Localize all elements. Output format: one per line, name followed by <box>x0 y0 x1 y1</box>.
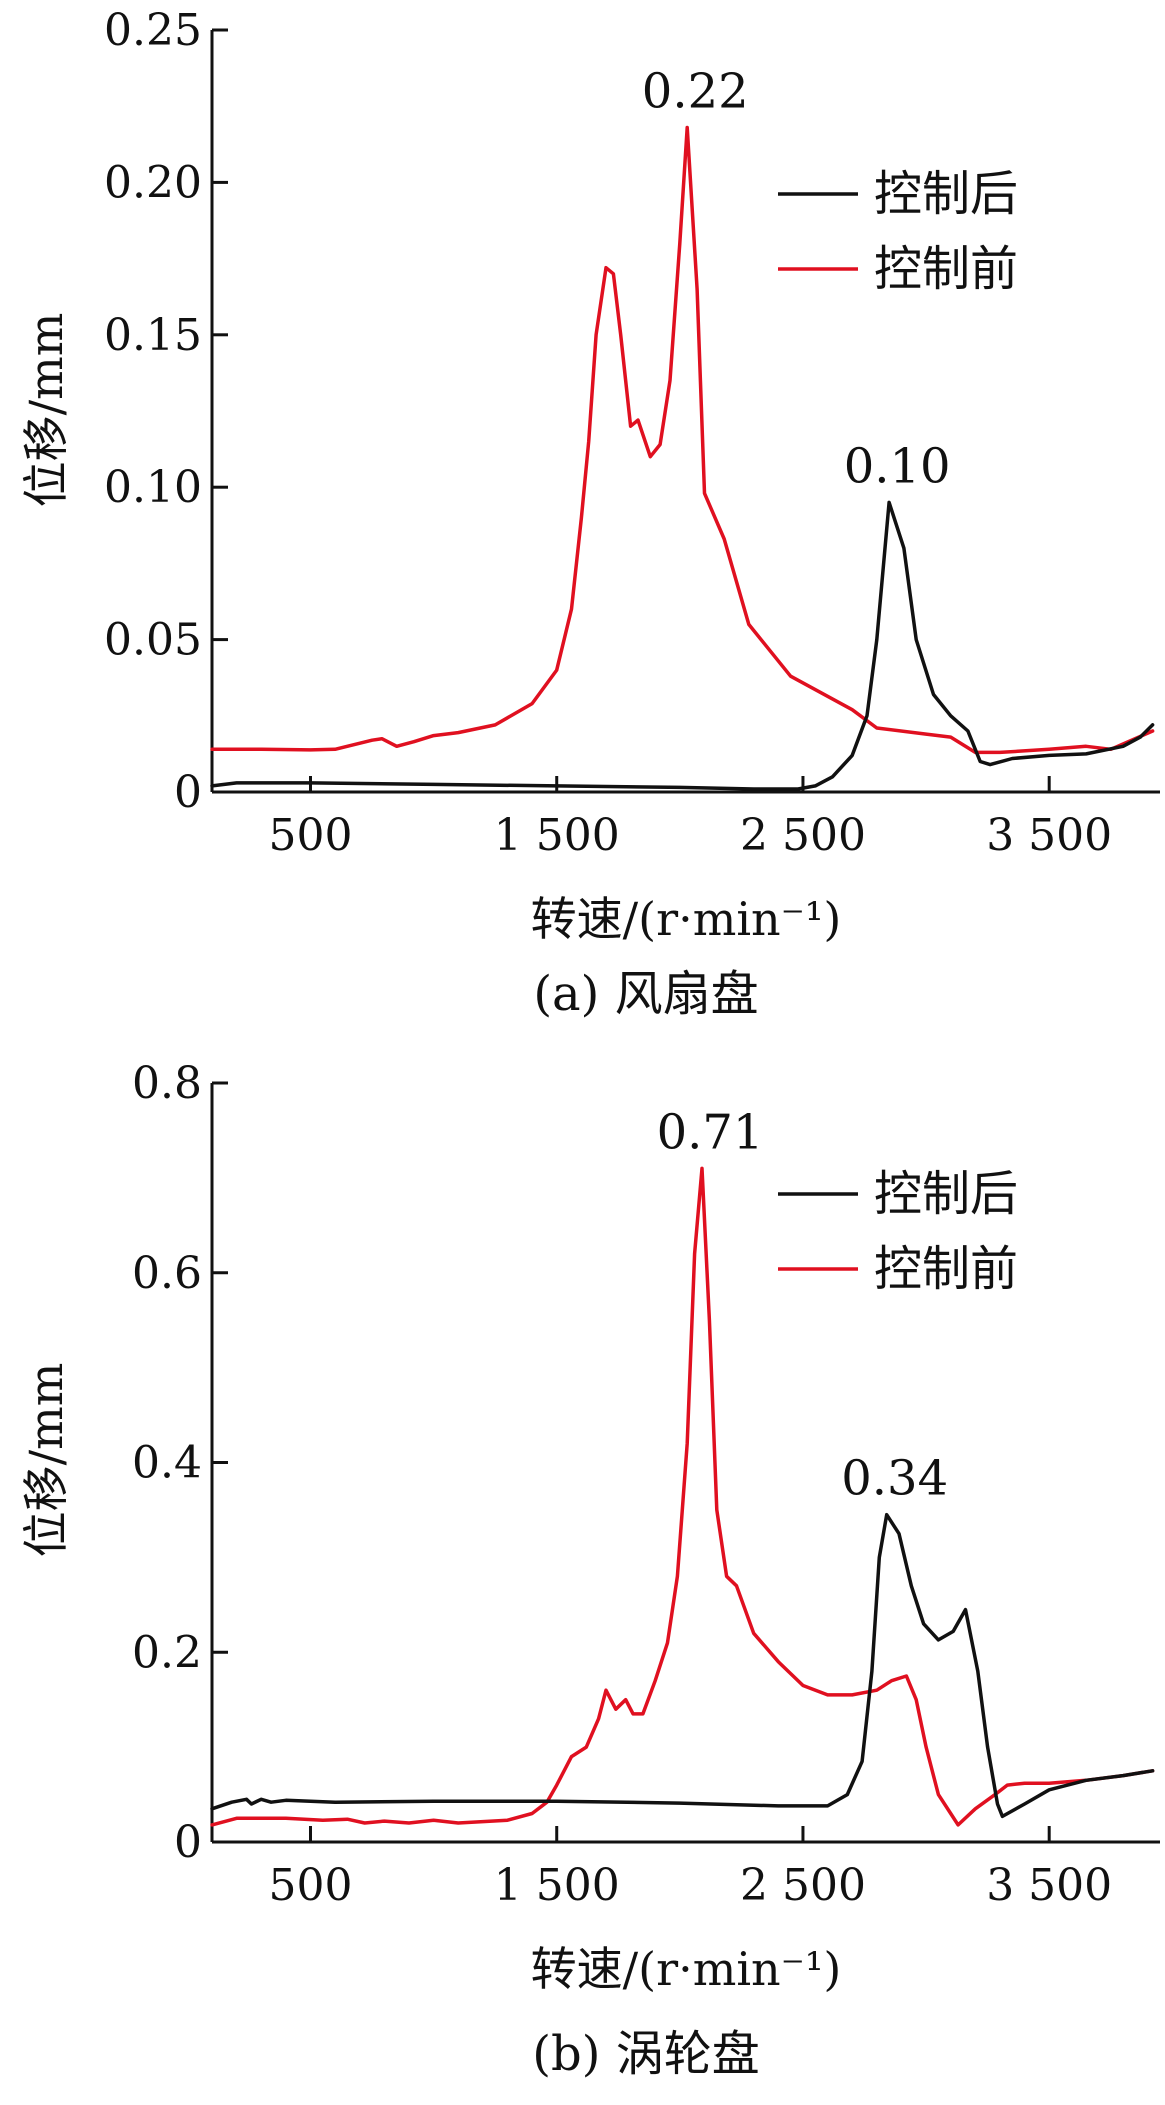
x-tick-label: 1 500 <box>494 810 620 861</box>
y-tick-label: 0.05 <box>104 615 202 666</box>
x-tick-label: 1 500 <box>494 1860 620 1911</box>
y-tick-label: 0.20 <box>104 157 202 208</box>
peak-annotation: 0.10 <box>844 438 951 494</box>
y-tick-label: 0.10 <box>104 462 202 513</box>
y-tick-label: 0 <box>174 1817 202 1868</box>
y-axis-title: 位移/mm <box>19 313 73 508</box>
x-tick-label: 500 <box>269 1860 353 1911</box>
y-tick-label: 0 <box>174 767 202 818</box>
y-tick-label: 0.2 <box>132 1627 202 1678</box>
y-tick-label: 0.8 <box>132 1058 202 1109</box>
x-tick-label: 2 500 <box>740 1860 866 1911</box>
series-line-before <box>210 1166 1155 1827</box>
x-tick-label: 2 500 <box>740 810 866 861</box>
peak-annotation: 0.22 <box>642 64 749 120</box>
series-line-after <box>210 500 1155 791</box>
x-axis-title: 转速/(r·min⁻¹) <box>531 892 842 946</box>
panel-caption: (a) 风扇盘 <box>533 966 758 1022</box>
y-tick-label: 0.15 <box>104 310 202 361</box>
peak-annotation: 0.71 <box>657 1104 764 1160</box>
y-tick-label: 0.4 <box>132 1438 202 1489</box>
legend-label-after: 控制后 <box>874 166 1018 222</box>
legend-label-before: 控制前 <box>874 1241 1018 1297</box>
peak-annotation: 0.34 <box>841 1451 948 1507</box>
series-line-before <box>210 125 1155 755</box>
panel-caption: (b) 涡轮盘 <box>532 2026 759 2082</box>
y-tick-label: 0.6 <box>132 1248 202 1299</box>
y-tick-label: 0.25 <box>104 5 202 56</box>
y-axis-title: 位移/mm <box>19 1363 73 1558</box>
legend-label-before: 控制前 <box>874 241 1018 297</box>
x-tick-label: 3 500 <box>986 1860 1112 1911</box>
legend-label-after: 控制后 <box>874 1166 1018 1222</box>
series-line-after <box>210 1512 1155 1819</box>
x-axis-title: 转速/(r·min⁻¹) <box>531 1942 842 1996</box>
x-tick-label: 3 500 <box>986 810 1112 861</box>
x-tick-label: 500 <box>269 810 353 861</box>
